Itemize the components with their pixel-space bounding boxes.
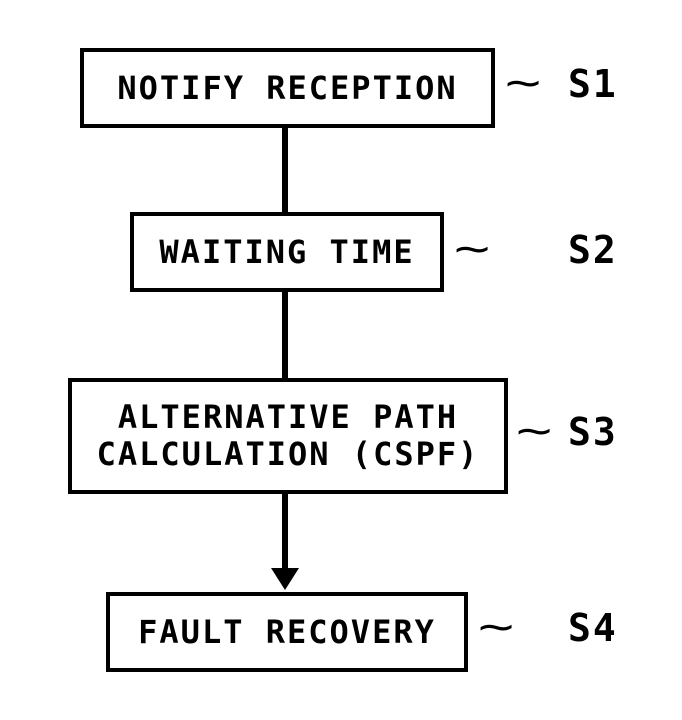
tilde-s4: ~ <box>478 604 514 650</box>
connector-s1-s2 <box>282 128 288 212</box>
tilde-s3: ~ <box>516 408 552 454</box>
step-box-s1-label: NOTIFY RECEPTION <box>117 69 457 107</box>
step-label-s3: S3 <box>568 410 618 454</box>
step-box-s2: WAITING TIME <box>130 212 444 292</box>
step-label-s4: S4 <box>568 606 618 650</box>
tilde-s1: ~ <box>505 60 541 106</box>
step-box-s2-label: WAITING TIME <box>159 233 414 271</box>
step-box-s3-label: ALTERNATIVE PATH CALCULATION (CSPF) <box>97 399 480 473</box>
connector-s3-s4 <box>282 494 288 570</box>
step-box-s4-label: FAULT RECOVERY <box>138 613 436 651</box>
tilde-s2: ~ <box>454 226 490 272</box>
step-label-s1: S1 <box>568 62 618 106</box>
connector-s2-s3 <box>282 292 288 378</box>
step-box-s4: FAULT RECOVERY <box>106 592 468 672</box>
step-box-s1: NOTIFY RECEPTION <box>80 48 495 128</box>
arrowhead-s3-s4 <box>271 568 299 590</box>
flowchart-container: NOTIFY RECEPTION ~ S1 WAITING TIME ~ S2 … <box>0 0 682 720</box>
step-box-s3: ALTERNATIVE PATH CALCULATION (CSPF) <box>68 378 508 494</box>
step-label-s2: S2 <box>568 228 618 272</box>
